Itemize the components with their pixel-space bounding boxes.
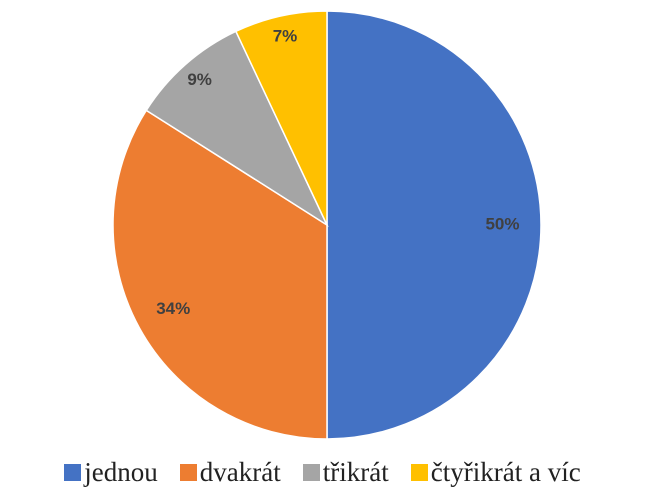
- legend-swatch: [64, 463, 82, 481]
- legend-swatch: [179, 463, 197, 481]
- legend-swatch: [410, 463, 428, 481]
- legend: jednou dvakrát třikrát čtyřikrát a víc: [0, 450, 645, 494]
- chart: 50% 34% 9% 7%: [112, 10, 542, 440]
- pie-slice: [326, 10, 542, 440]
- legend-swatch: [302, 463, 320, 481]
- data-label: 9%: [187, 70, 212, 89]
- pie-slice: [112, 109, 328, 440]
- legend-item: třikrát: [302, 456, 389, 488]
- legend-item: dvakrát: [179, 456, 281, 488]
- legend-label: čtyřikrát a víc: [430, 456, 581, 487]
- data-label: 50%: [485, 214, 519, 233]
- legend-item: jednou: [64, 457, 158, 488]
- pie-slice: [145, 30, 329, 228]
- legend-label: jednou: [84, 456, 158, 487]
- legend-label: třikrát: [322, 456, 389, 487]
- legend-item: čtyřikrát a víc: [410, 456, 581, 488]
- pie-slice: [234, 10, 328, 226]
- data-label: 34%: [156, 299, 190, 318]
- data-label: 7%: [273, 27, 298, 46]
- legend-label: dvakrát: [199, 456, 281, 487]
